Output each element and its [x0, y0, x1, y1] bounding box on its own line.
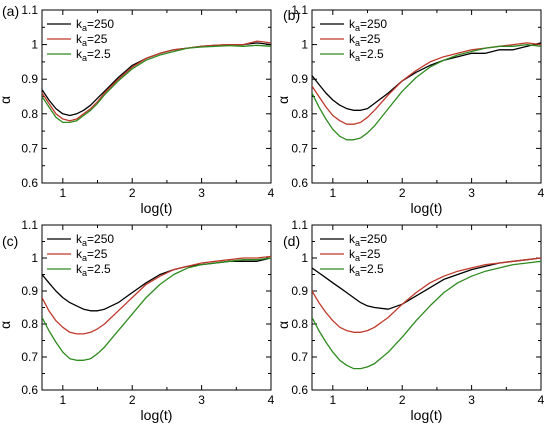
legend-label: ka=25	[76, 32, 108, 48]
legend-label: ka=250	[349, 232, 387, 248]
series-line	[42, 40, 271, 122]
legend-label: ka=25	[76, 247, 108, 263]
x-tick-label: 1	[329, 186, 336, 200]
y-tick-label: 1.1	[291, 218, 308, 232]
x-tick-label: 3	[468, 393, 475, 407]
x-axis-title: log(t)	[141, 407, 173, 423]
legend-label: ka=250	[76, 232, 114, 248]
y-tick-label: 0.6	[291, 383, 308, 397]
legend-label: ka=2.5	[349, 47, 384, 63]
x-tick-label: 2	[399, 186, 406, 200]
x-tick-label: 2	[129, 393, 136, 407]
y-tick-label: 0.9	[291, 284, 308, 298]
y-tick-label: 1	[31, 251, 38, 265]
x-axis-title: log(t)	[411, 200, 443, 216]
y-tick-label: 0.8	[21, 107, 38, 121]
y-tick-label: 0.6	[291, 176, 308, 190]
y-axis-title: α	[0, 321, 13, 329]
y-tick-label: 0.8	[291, 317, 308, 331]
x-tick-label: 4	[268, 393, 275, 407]
panel-label: (b)	[283, 7, 300, 23]
plot-frame	[311, 9, 542, 184]
series-line	[312, 257, 541, 333]
series-line	[312, 260, 541, 370]
series-line	[312, 42, 541, 125]
legend-label: ka=2.5	[76, 47, 111, 63]
y-tick-label: 0.9	[21, 284, 38, 298]
x-tick-label: 4	[538, 186, 545, 200]
y-tick-label: 0.8	[291, 107, 308, 121]
series-line	[312, 43, 541, 141]
y-tick-label: 0.6	[21, 383, 38, 397]
chart-panel: 1 2 3 40.60.70.80.911.1log(t)α(b)ka=250ka=2…	[275, 3, 545, 216]
panel-label: (a)	[2, 3, 19, 19]
y-tick-label: 1.1	[291, 3, 308, 17]
y-tick-label: 0.8	[21, 317, 38, 331]
legend-label: ka=2.5	[76, 262, 111, 278]
x-tick-label: 2	[399, 393, 406, 407]
y-tick-label: 1	[301, 38, 308, 52]
x-tick-label: 1	[59, 186, 66, 200]
y-axis-title: α	[0, 96, 13, 104]
legend-label: ka=250	[349, 17, 387, 33]
y-tick-label: 1.1	[21, 218, 38, 232]
y-tick-label: 0.7	[291, 350, 308, 364]
series-line	[312, 42, 541, 111]
y-tick-label: 0.7	[291, 141, 308, 155]
x-tick-label: 2	[129, 186, 136, 200]
chart-panel: 12340.60.70.80.911.1log(t)α(a)ka=250ka=2…	[0, 3, 275, 216]
series-line	[42, 44, 271, 124]
x-tick-label: 3	[198, 393, 205, 407]
legend-label: ka=25	[349, 32, 381, 48]
x-tick-label: 1	[329, 393, 336, 407]
y-tick-label: 1	[301, 251, 308, 265]
x-tick-label: 1	[59, 393, 66, 407]
legend-label: ka=250	[76, 17, 114, 33]
panel-label: (d)	[283, 233, 300, 249]
y-axis-title: α	[275, 321, 291, 329]
y-tick-label: 0.6	[21, 176, 38, 190]
y-tick-label: 0.9	[291, 72, 308, 86]
x-tick-label: 3	[468, 186, 475, 200]
chart-panel: 12340.60.70.80.911.1log(t)α(c)ka=250ka=2…	[0, 218, 275, 423]
legend-label: ka=25	[349, 247, 381, 263]
x-axis-title: log(t)	[141, 200, 173, 216]
panel-label: (c)	[2, 233, 18, 249]
y-tick-label: 1.1	[21, 3, 38, 17]
y-tick-label: 0.7	[21, 141, 38, 155]
series-line	[42, 257, 271, 361]
y-axis-title: α	[275, 96, 291, 104]
y-tick-label: 1	[31, 38, 38, 52]
y-tick-label: 0.9	[21, 72, 38, 86]
series-line	[42, 255, 271, 335]
x-tick-label: 4	[538, 393, 545, 407]
legend-label: ka=2.5	[349, 262, 384, 278]
y-tick-label: 0.7	[21, 350, 38, 364]
series-line	[312, 257, 541, 310]
x-tick-label: 3	[198, 186, 205, 200]
x-tick-label: 4	[268, 186, 275, 200]
x-axis-title: log(t)	[411, 407, 443, 423]
